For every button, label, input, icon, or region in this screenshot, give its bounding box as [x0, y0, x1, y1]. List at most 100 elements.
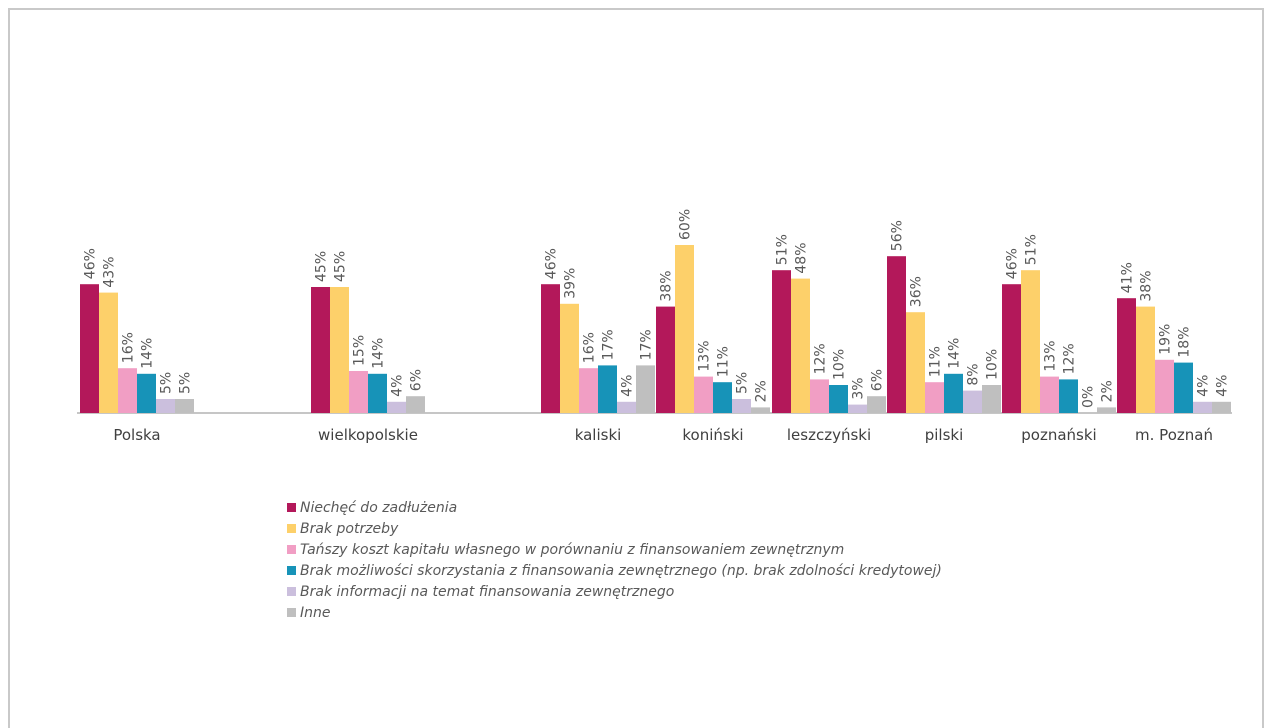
legend-item: Brak potrzeby [287, 518, 942, 539]
data-label: 36% [909, 276, 925, 307]
bar [80, 284, 99, 413]
bar [368, 373, 387, 413]
data-label: 13% [697, 340, 713, 371]
legend-swatch [287, 503, 296, 512]
bar [175, 399, 194, 413]
data-label: 46% [1005, 248, 1021, 279]
category-label: Polska [113, 426, 160, 444]
legend-label: Tańszy koszt kapitału własnego w porówna… [300, 541, 845, 558]
data-label: 60% [678, 209, 694, 240]
legend-swatch [287, 608, 296, 617]
bar [1212, 401, 1231, 413]
bar [1136, 306, 1155, 413]
bar [732, 399, 751, 413]
bar [963, 390, 982, 413]
bar [156, 399, 175, 413]
data-label: 4% [1215, 375, 1231, 397]
data-label: 14% [947, 338, 963, 369]
legend-swatch [287, 587, 296, 596]
data-label: 41% [1120, 262, 1136, 293]
legend-swatch [287, 566, 296, 575]
bar [867, 396, 886, 413]
bar [579, 368, 598, 413]
bar [829, 385, 848, 413]
legend-item: Brak możliwości skorzystania z finansowa… [287, 560, 942, 581]
data-label: 17% [639, 329, 655, 360]
data-label: 14% [371, 338, 387, 369]
bar [791, 278, 810, 413]
data-label: 16% [121, 332, 137, 363]
data-label: 14% [140, 338, 156, 369]
legend-label: Brak możliwości skorzystania z finansowa… [300, 562, 942, 579]
bar [713, 382, 732, 413]
data-label: 38% [1139, 270, 1155, 301]
bar [675, 245, 694, 413]
bar [99, 292, 118, 413]
data-label: 38% [659, 270, 675, 301]
bar [772, 270, 791, 413]
bar [311, 287, 330, 413]
data-label: 39% [563, 268, 579, 299]
data-label: 12% [1062, 343, 1078, 374]
bar [1040, 376, 1059, 413]
data-label: 15% [352, 335, 368, 366]
bar [387, 401, 406, 413]
legend-item: Brak informacji na temat finansowania ze… [287, 581, 942, 602]
category-label: m. Poznań [1135, 426, 1213, 444]
bar [925, 382, 944, 413]
data-label: 5% [735, 372, 751, 394]
legend-label: Inne [300, 604, 331, 621]
legend-item: Niechęć do zadłużenia [287, 497, 942, 518]
bar [751, 407, 770, 413]
data-label: 4% [620, 375, 636, 397]
legend-swatch [287, 524, 296, 533]
bar [1002, 284, 1021, 413]
category-label: koniński [682, 426, 743, 444]
data-label: 10% [985, 349, 1001, 380]
data-label: 17% [601, 329, 617, 360]
legend-label: Brak informacji na temat finansowania ze… [300, 583, 675, 600]
data-label: 5% [178, 372, 194, 394]
data-label: 51% [1024, 234, 1040, 265]
data-label: 0% [1081, 386, 1097, 408]
data-label: 10% [832, 349, 848, 380]
bar [1097, 407, 1116, 413]
bar [906, 312, 925, 413]
data-label: 45% [333, 251, 349, 282]
data-label: 6% [409, 369, 425, 391]
data-label: 56% [890, 220, 906, 251]
data-label: 4% [1196, 375, 1212, 397]
legend: Niechęć do zadłużenia Brak potrzeby Tańs… [287, 497, 942, 623]
data-label: 43% [102, 256, 118, 287]
bar [944, 373, 963, 413]
bar [982, 385, 1001, 413]
data-label: 8% [966, 363, 982, 385]
data-label: 6% [870, 369, 886, 391]
category-label: poznański [1021, 426, 1096, 444]
data-label: 5% [159, 372, 175, 394]
bar [1021, 270, 1040, 413]
bar [598, 365, 617, 413]
bar [560, 303, 579, 413]
data-label: 3% [851, 377, 867, 399]
data-label: 2% [754, 380, 770, 402]
category-label: leszczyński [787, 426, 871, 444]
bar [656, 306, 675, 413]
bar [330, 287, 349, 413]
bar [1155, 359, 1174, 413]
data-label: 45% [314, 251, 330, 282]
legend-label: Niechęć do zadłużenia [300, 499, 458, 516]
category-label: wielkopolskie [318, 426, 418, 444]
bar [406, 396, 425, 413]
bar [694, 376, 713, 413]
data-label: 46% [544, 248, 560, 279]
data-label: 51% [775, 234, 791, 265]
bar [541, 284, 560, 413]
data-label: 12% [813, 343, 829, 374]
chart-frame [8, 8, 1264, 728]
data-label: 4% [390, 375, 406, 397]
bar [848, 404, 867, 413]
data-label: 11% [928, 346, 944, 377]
bar [1117, 298, 1136, 413]
